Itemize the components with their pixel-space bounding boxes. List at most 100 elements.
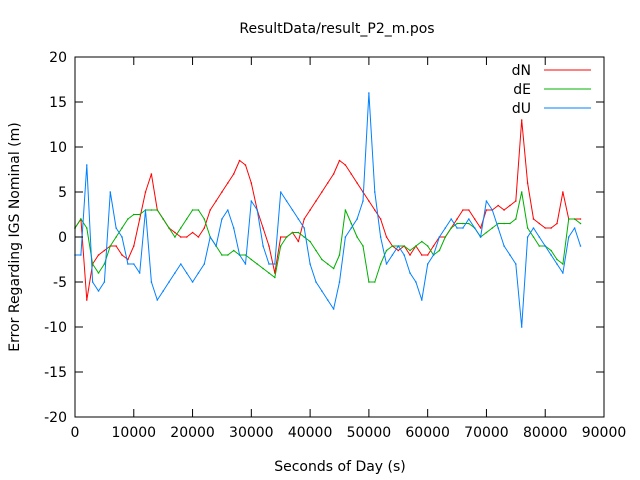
data-point-dU (321, 290, 323, 292)
y-tick-label: -5 (53, 275, 67, 291)
data-point-dE (91, 263, 94, 265)
legend-label-dE: dE (513, 82, 531, 98)
data-point-dN (368, 200, 370, 202)
axis-ticks-group: 0 10000 20000 30000 40000 50000 60000 70000 8000… (44, 50, 626, 441)
data-point-dN (132, 245, 135, 247)
data-point-dN (238, 159, 241, 162)
legend-label-dN: dN (512, 63, 531, 79)
data-point-dE (221, 254, 223, 256)
data-point-dU (456, 227, 458, 229)
data-point-dU (221, 218, 223, 220)
data-point-dN (515, 200, 517, 202)
data-point-dU (562, 272, 564, 274)
data-point-dE (321, 258, 323, 261)
data-point-dE (538, 245, 541, 247)
data-point-dE (227, 254, 229, 256)
data-point-dU (103, 281, 106, 283)
data-point-dU (368, 92, 370, 94)
data-point-dU (297, 218, 300, 220)
data-point-dN (473, 218, 476, 220)
data-point-dE (526, 227, 529, 229)
data-point-dE (462, 222, 464, 225)
data-point-dE (162, 218, 164, 220)
data-point-dN (479, 227, 482, 229)
data-point-dU (109, 191, 112, 193)
data-point-dU (132, 263, 135, 265)
data-point-dN (456, 218, 458, 220)
data-point-dN (221, 191, 223, 193)
data-point-dE (562, 263, 564, 265)
data-point-dN (209, 209, 211, 211)
plot-frame (74, 56, 605, 418)
data-point-dE (174, 236, 176, 238)
data-point-dE (115, 236, 117, 238)
data-point-dN (420, 254, 423, 256)
data-point-dN (232, 173, 235, 175)
data-point-dN (409, 254, 411, 256)
data-point-dE (532, 236, 535, 238)
data-point-dU (174, 272, 176, 274)
data-point-dN (150, 173, 153, 175)
data-point-dE (415, 245, 417, 247)
data-point-dN (526, 182, 529, 184)
data-point-dN (250, 182, 253, 184)
data-point-dU (573, 227, 576, 229)
data-point-dN (462, 209, 464, 211)
data-point-dN (191, 231, 194, 234)
data-point-dU (268, 263, 270, 265)
data-point-dU (97, 290, 100, 292)
data-point-dE (338, 254, 341, 256)
data-point-dE (203, 218, 206, 220)
data-point-dE (232, 249, 235, 252)
x-tick-label: 40000 (288, 425, 333, 441)
data-point-dU (350, 227, 353, 229)
data-point-dE (85, 227, 88, 229)
data-point-dU (362, 200, 364, 202)
data-point-dE (156, 209, 159, 211)
data-point-dE (450, 227, 452, 229)
y-tick-label: 5 (58, 185, 67, 201)
data-point-dU (432, 254, 435, 256)
data-point-dE (268, 272, 270, 274)
y-tick-label: 10 (49, 140, 67, 156)
data-point-dU (385, 263, 388, 265)
data-point-dE (373, 281, 376, 283)
data-point-dN (397, 249, 400, 252)
data-point-dU (544, 245, 547, 247)
data-point-dU (91, 281, 94, 283)
data-point-dE (285, 236, 288, 238)
data-point-dU (426, 263, 429, 265)
data-point-dU (238, 254, 241, 256)
data-point-dE (468, 222, 470, 225)
data-point-dN (497, 204, 500, 207)
y-tick-label: -15 (44, 365, 67, 381)
data-point-dE (491, 227, 494, 229)
data-point-dU (156, 299, 159, 301)
data-point-dN (332, 173, 335, 175)
data-point-dN (550, 227, 552, 229)
data-point-dU (162, 290, 164, 292)
data-point-dN (468, 209, 470, 211)
x-tick-label: 60000 (405, 425, 450, 441)
data-point-dN (520, 119, 523, 121)
data-point-dU (491, 209, 494, 211)
data-point-dN (338, 159, 341, 162)
x-tick-label: 0 (71, 425, 80, 441)
x-tick-label: 70000 (464, 425, 509, 441)
data-point-dU (344, 236, 347, 238)
data-point-dN (309, 209, 311, 211)
data-point-dE (332, 267, 335, 270)
data-point-dN (185, 236, 188, 238)
data-point-dE (556, 258, 558, 261)
data-point-dU (373, 191, 376, 193)
data-point-dN (297, 240, 300, 243)
data-point-dU (326, 299, 329, 301)
data-point-dU (438, 236, 441, 238)
data-point-dN (244, 164, 247, 166)
data-point-dE (168, 227, 170, 229)
data-point-dE (180, 227, 182, 229)
data-point-dE (420, 240, 423, 243)
data-point-dU (309, 263, 311, 265)
data-point-dE (520, 191, 523, 193)
data-point-dU (515, 263, 517, 265)
